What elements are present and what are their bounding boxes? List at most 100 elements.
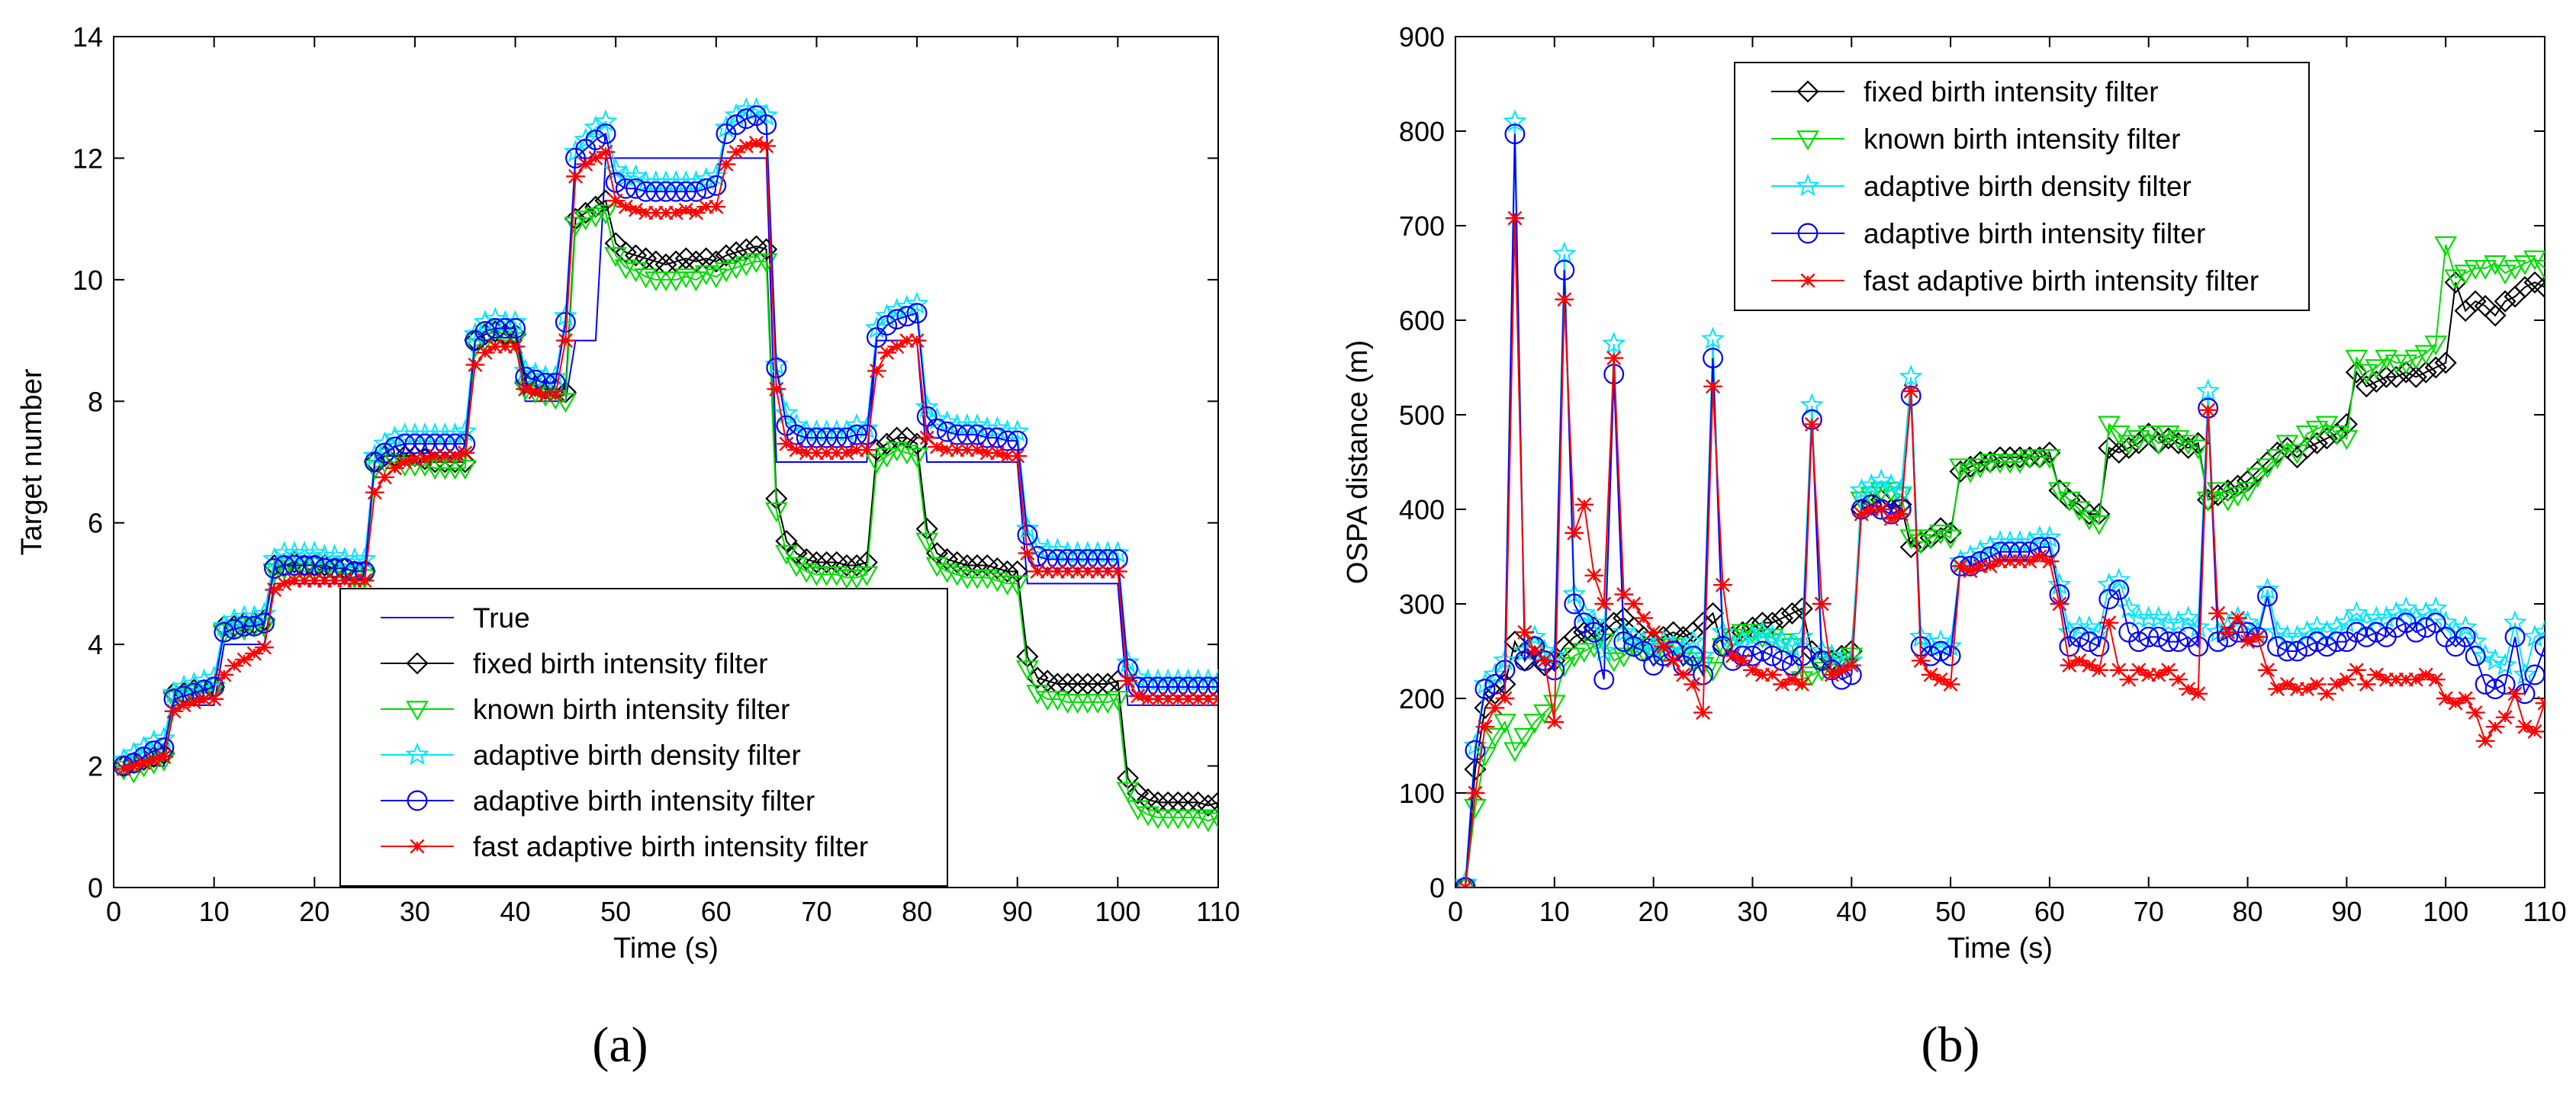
y-tick-label: 900	[1399, 21, 1445, 53]
data-point	[302, 541, 326, 563]
data-point	[786, 424, 807, 445]
data-point	[1849, 477, 1873, 501]
data-point	[2484, 679, 2506, 700]
data-point	[844, 412, 869, 436]
data-point	[2513, 662, 2537, 685]
data-point	[505, 318, 526, 339]
x-tick-label: 70	[2134, 896, 2164, 927]
x-tick-label: 30	[400, 896, 430, 927]
data-point	[2127, 430, 2150, 451]
data-point	[1545, 714, 1565, 730]
series-fast-adaptive-birth-intensity-filter	[114, 136, 1218, 777]
data-point	[585, 130, 606, 150]
data-point	[2473, 643, 2497, 666]
data-point	[2167, 432, 2190, 454]
data-point	[925, 557, 949, 577]
data-point	[442, 422, 468, 445]
asterisk-stroke	[2537, 701, 2545, 711]
data-point	[1564, 593, 1585, 615]
data-point	[2404, 349, 2428, 370]
data-point	[945, 566, 969, 586]
data-point	[1940, 645, 1961, 666]
data-point	[1562, 647, 1586, 668]
data-point	[907, 333, 927, 348]
data-point	[816, 427, 838, 448]
data-point	[2216, 491, 2240, 512]
x-tick-label: 10	[199, 896, 230, 927]
data-point	[886, 426, 909, 449]
legend-label: fast adaptive birth intensity filter	[473, 831, 868, 862]
data-point	[716, 156, 736, 172]
data-point	[1790, 597, 1813, 620]
data-point	[1475, 679, 1496, 700]
data-point	[1503, 631, 1526, 653]
data-point	[785, 542, 808, 565]
data-point	[867, 363, 886, 378]
data-point	[605, 172, 626, 193]
data-point	[604, 247, 628, 268]
data-point	[2195, 378, 2221, 402]
data-point	[2326, 631, 2347, 653]
data-point	[2346, 621, 2367, 643]
data-point	[2158, 631, 2179, 653]
y-axis-label: Target number	[16, 368, 48, 555]
data-point	[805, 550, 828, 574]
data-point	[224, 618, 245, 640]
data-point	[706, 199, 726, 214]
data-point	[2166, 430, 2190, 451]
data-point	[2434, 351, 2457, 374]
data-point	[864, 316, 889, 339]
data-point	[1126, 800, 1150, 820]
data-point	[2077, 510, 2101, 531]
data-point	[2404, 365, 2427, 388]
data-point	[706, 175, 727, 196]
data-point	[845, 554, 868, 577]
legend-marker	[406, 701, 429, 721]
data-point	[1514, 650, 1536, 671]
panel-label: (a)	[592, 1017, 648, 1073]
data-point	[184, 695, 204, 710]
legend-item: fixed birth intensity filter	[1771, 76, 2159, 108]
data-point	[1176, 791, 1200, 814]
data-point	[1780, 602, 1803, 624]
panel-label: (b)	[1922, 1017, 1980, 1073]
legend-label: fast adaptive birth intensity filter	[1864, 265, 2259, 297]
data-point	[725, 114, 747, 136]
data-point	[826, 427, 847, 448]
legend-item: known birth intensity filter	[1771, 124, 2180, 155]
data-point	[385, 461, 404, 476]
data-point	[815, 550, 838, 574]
data-point	[2255, 576, 2280, 600]
data-point	[666, 205, 686, 220]
data-point	[596, 144, 616, 159]
data-point	[915, 532, 939, 553]
data-point	[2533, 276, 2545, 299]
data-point	[1017, 525, 1038, 546]
data-point	[2305, 420, 2329, 441]
data-point	[774, 400, 799, 424]
data-point	[224, 658, 244, 673]
data-point	[1485, 700, 1505, 715]
data-point	[1740, 624, 1765, 647]
data-point	[2285, 444, 2309, 464]
data-point	[694, 265, 718, 286]
data-point	[1465, 785, 1485, 801]
data-point	[835, 554, 858, 577]
data-point	[2365, 371, 2388, 393]
data-point	[2266, 448, 2289, 470]
data-point	[877, 345, 896, 361]
data-point	[634, 268, 658, 289]
data-point	[906, 303, 928, 324]
data-point	[1483, 662, 1507, 685]
data-point	[2108, 441, 2131, 464]
x-tick-label: 40	[500, 896, 531, 927]
data-point	[2315, 427, 2338, 450]
series-line-fixed-birth-intensity-filter	[1465, 281, 2545, 888]
data-point	[1207, 809, 1218, 830]
data-point	[164, 704, 184, 719]
data-point	[243, 615, 265, 637]
data-point	[837, 445, 857, 461]
data-point	[926, 418, 947, 439]
data-point	[244, 646, 264, 661]
